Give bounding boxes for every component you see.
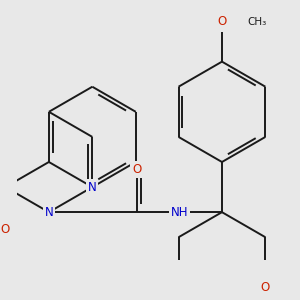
Text: O: O bbox=[261, 281, 270, 294]
Text: NH: NH bbox=[171, 206, 188, 219]
Text: O: O bbox=[217, 15, 226, 28]
Text: N: N bbox=[88, 181, 97, 194]
Text: N: N bbox=[44, 206, 53, 219]
Text: CH₃: CH₃ bbox=[248, 16, 267, 26]
Text: O: O bbox=[1, 223, 10, 236]
Text: O: O bbox=[132, 163, 141, 176]
